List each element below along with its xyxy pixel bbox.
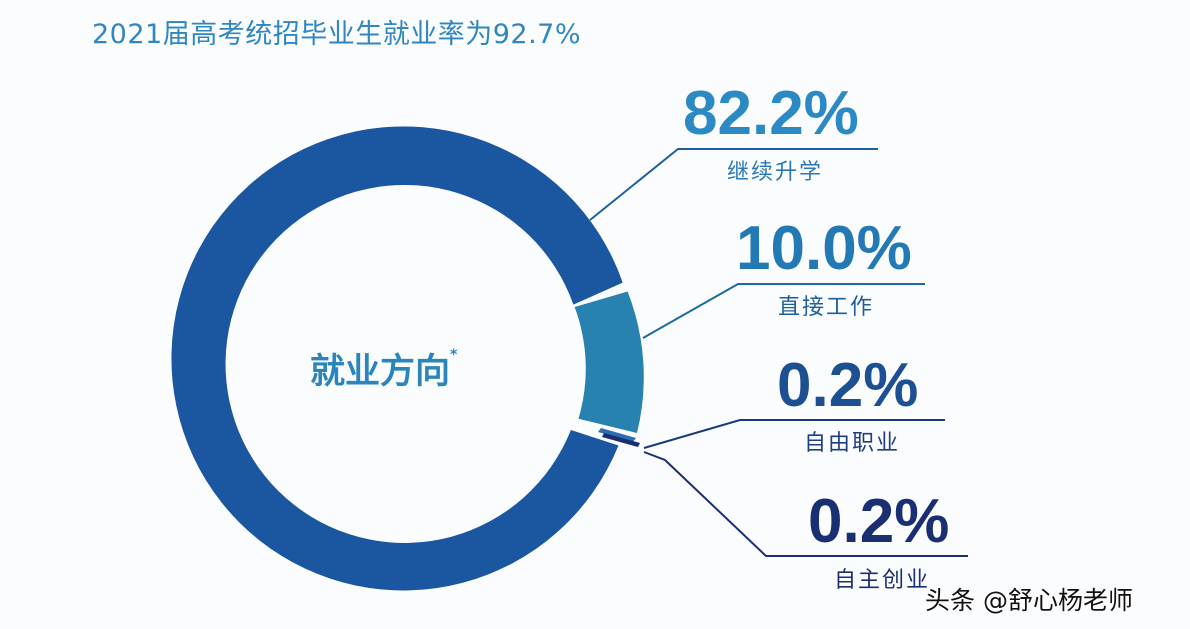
legend-value-continue-study: 82.2% [683, 79, 859, 148]
center-label-text: 就业方向 [310, 352, 451, 392]
leader-line-direct-work [642, 283, 925, 339]
donut-center-label: 就业方向* [310, 343, 457, 394]
leader-line-continue-study [589, 148, 878, 221]
segment-self-employed [602, 433, 640, 447]
legend-label-freelance: 自由职业 [804, 431, 901, 456]
watermark: 头条 @舒心杨老师 [925, 586, 1133, 615]
center-label-mark: * [450, 347, 458, 363]
leader-line-freelance [643, 419, 945, 449]
legend-value-self-employed: 0.2% [808, 487, 950, 556]
segment-freelance [598, 428, 636, 442]
legend-label-direct-work: 直接工作 [778, 295, 875, 320]
legend-value-freelance: 0.2% [777, 351, 919, 420]
leader-line-self-employed [643, 451, 968, 557]
legend-label-self-employed: 自主创业 [834, 568, 931, 593]
segment-direct-work [574, 291, 644, 433]
legend-value-direct-work: 10.0% [736, 214, 912, 283]
legend-label-continue-study: 继续升学 [727, 160, 824, 185]
chart-title: 2021届高考统招毕业生就业率为92.7% [92, 19, 581, 50]
